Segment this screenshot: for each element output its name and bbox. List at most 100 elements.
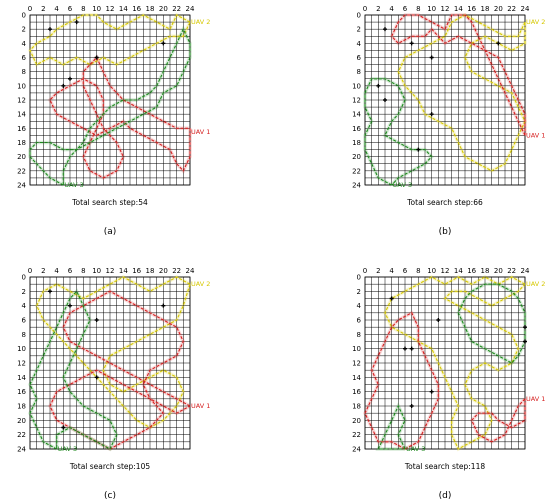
uav-trajectory-2 [49, 290, 191, 450]
x-tick-label: 20 [494, 267, 503, 275]
target-marker [416, 147, 421, 152]
x-tick-label: 10 [427, 5, 436, 13]
x-tick-label: 24 [521, 5, 530, 13]
y-tick-label: 0 [22, 274, 26, 282]
x-tick-label: 2 [41, 5, 45, 13]
x-tick-label: 20 [159, 5, 168, 13]
x-tick-label: 14 [454, 267, 463, 275]
x-tick-label: 8 [81, 267, 85, 275]
y-tick-label: 6 [357, 54, 362, 62]
y-tick-label: 4 [357, 40, 362, 48]
uav-trajectory-halo-2 [47, 54, 192, 180]
uav-trajectory-halo-2 [389, 13, 527, 137]
target-marker [496, 41, 501, 46]
target-marker [403, 346, 407, 351]
y-tick-label: 16 [17, 388, 26, 396]
y-tick-label: 18 [352, 403, 361, 411]
y-tick-label: 14 [352, 111, 361, 119]
uav-label: UAV 2 [526, 280, 545, 288]
y-tick-label: 22 [17, 431, 26, 439]
y-tick-label: 16 [352, 388, 361, 396]
x-tick-label: 20 [159, 267, 168, 275]
y-tick-label: 22 [352, 167, 361, 175]
y-tick-label: 22 [352, 431, 361, 439]
x-tick-label: 8 [416, 5, 420, 13]
y-tick-label: 14 [17, 111, 26, 119]
x-tick-label: 4 [389, 267, 394, 275]
target-marker [409, 41, 414, 46]
x-tick-label: 14 [119, 5, 128, 13]
y-tick-label: 2 [357, 26, 361, 34]
y-tick-label: 2 [22, 26, 26, 34]
y-tick-label: 6 [22, 54, 27, 62]
uav-label: UAV 2 [191, 18, 210, 26]
target-marker [389, 296, 394, 301]
uav-label: UAV 1 [191, 128, 210, 136]
panel-caption: (d) [439, 491, 452, 501]
x-tick-label: 16 [467, 267, 476, 275]
y-tick-label: 8 [357, 331, 361, 339]
uav-trajectory-halo-1 [34, 275, 192, 430]
y-tick-label: 20 [17, 417, 26, 425]
target-marker [74, 20, 79, 25]
y-tick-label: 12 [352, 360, 361, 368]
y-tick-label: 24 [352, 446, 361, 454]
y-tick-label: 6 [22, 317, 27, 325]
uav-trajectory-1 [36, 276, 191, 429]
y-tick-label: 18 [17, 139, 26, 147]
y-tick-label: 24 [17, 182, 26, 190]
uav-label: UAV 3 [58, 445, 77, 453]
target-marker [429, 389, 434, 394]
uav-trajectory-1 [384, 276, 526, 450]
x-tick-label: 12 [441, 5, 450, 13]
target-marker [409, 346, 414, 351]
x-tick-label: 0 [363, 267, 367, 275]
x-tick-label: 4 [389, 5, 394, 13]
target-marker [383, 98, 387, 102]
target-marker [409, 404, 414, 408]
target-marker [523, 325, 527, 330]
uav-label: UAV 3 [393, 181, 412, 189]
target-marker [436, 318, 441, 322]
target-marker [429, 112, 434, 117]
x-tick-label: 22 [172, 267, 181, 275]
x-tick-label: 6 [403, 267, 408, 275]
y-tick-label: 14 [17, 374, 26, 382]
uav-trajectory-halo-1 [27, 12, 192, 68]
x-tick-label: 24 [521, 267, 530, 275]
target-marker [523, 339, 527, 344]
y-tick-label: 18 [352, 139, 361, 147]
y-tick-label: 24 [352, 182, 361, 190]
target-marker [161, 303, 166, 308]
total-search-step: Total search step:105 [69, 462, 150, 471]
uav-trajectory-3 [29, 290, 118, 450]
x-tick-label: 18 [481, 5, 490, 13]
y-tick-label: 20 [352, 153, 361, 161]
uav-trajectory-3 [364, 312, 439, 450]
uav-trajectory-halo-4 [375, 401, 407, 451]
uav-label: UAV 2 [191, 280, 210, 288]
x-tick-label: 10 [92, 5, 101, 13]
y-tick-label: 24 [17, 446, 26, 454]
uav-trajectory-3 [29, 27, 191, 186]
y-tick-label: 22 [17, 167, 26, 175]
y-tick-label: 8 [22, 68, 26, 76]
target-marker [429, 55, 434, 60]
x-tick-label: 16 [132, 5, 141, 13]
y-tick-label: 8 [357, 68, 361, 76]
x-tick-label: 2 [41, 267, 45, 275]
y-tick-label: 20 [17, 153, 26, 161]
x-tick-label: 4 [54, 5, 59, 13]
target-marker [94, 375, 99, 380]
total-search-step: Total search step:118 [404, 462, 485, 471]
y-tick-label: 10 [17, 82, 26, 90]
target-marker [94, 318, 99, 322]
x-tick-label: 12 [441, 267, 450, 275]
uav-trajectory-2 [49, 56, 191, 179]
uav-trajectory-halo-1 [383, 275, 527, 452]
x-tick-label: 8 [81, 5, 85, 13]
x-tick-label: 18 [481, 267, 490, 275]
x-tick-label: 6 [403, 5, 408, 13]
uav-label: UAV 2 [526, 18, 545, 26]
x-tick-label: 14 [119, 267, 128, 275]
